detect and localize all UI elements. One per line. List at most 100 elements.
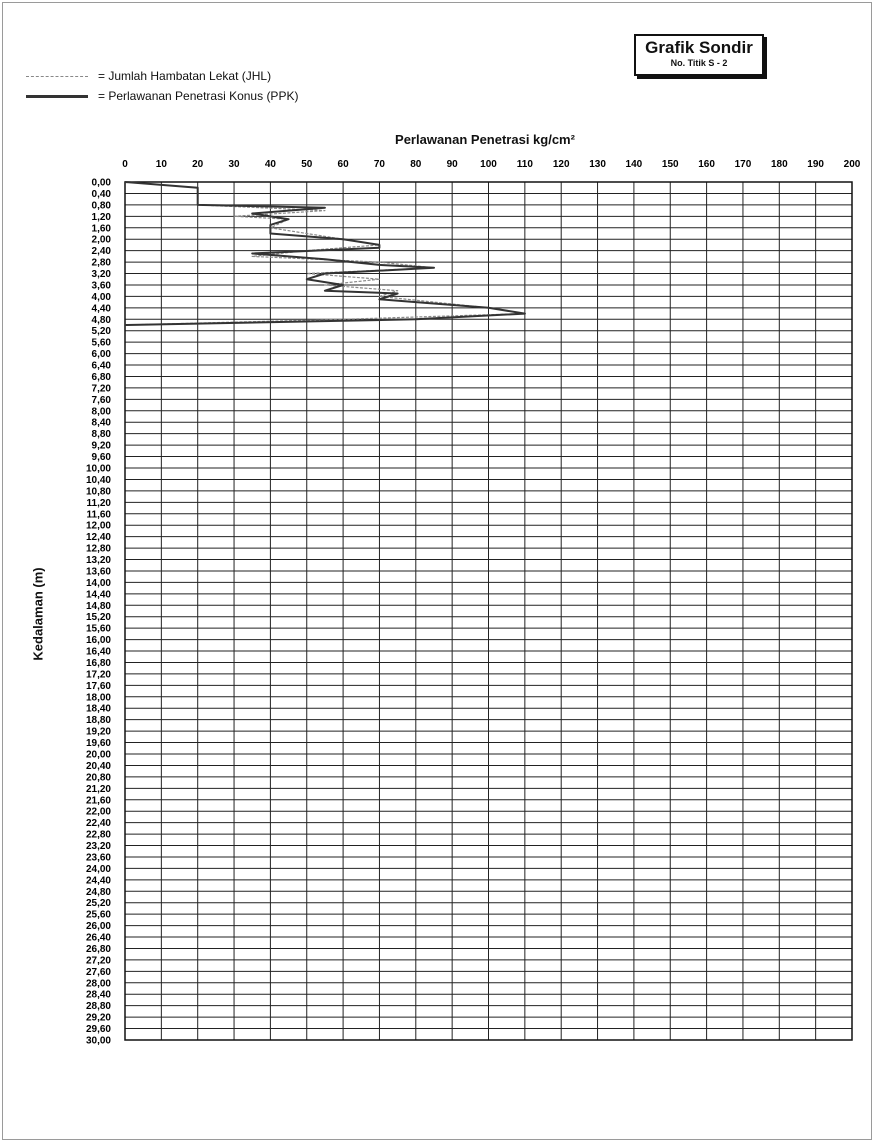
y-tick-label: 16,40 (86, 647, 111, 658)
y-tick-label: 25,60 (86, 910, 111, 921)
x-tick-label: 110 (517, 159, 534, 170)
series-line-jhl (124, 181, 526, 326)
test-point-number: No. Titik S - 2 (670, 58, 728, 68)
y-tick-label: 3,60 (92, 280, 112, 291)
y-tick-label: 4,40 (92, 303, 112, 314)
y-tick-label: 26,80 (86, 944, 111, 955)
y-tick-label: 20,00 (86, 750, 111, 761)
x-tick-label: 140 (626, 159, 643, 170)
y-tick-label: 9,20 (92, 441, 112, 452)
x-tick-label: 70 (374, 159, 386, 170)
y-tick-label: 10,40 (86, 475, 111, 486)
x-tick-label: 0 (122, 159, 128, 170)
y-tick-label: 28,80 (86, 1001, 111, 1012)
y-tick-label: 24,40 (86, 875, 111, 886)
y-tick-label: 26,40 (86, 933, 111, 944)
x-tick-label: 60 (338, 159, 350, 170)
legend-item-jhl: = Jumlah Hambatan Lekat (JHL) (26, 66, 298, 86)
x-tick-label: 80 (410, 159, 422, 170)
legend: = Jumlah Hambatan Lekat (JHL) = Perlawan… (26, 66, 298, 106)
y-tick-label: 6,00 (92, 349, 112, 360)
x-tick-label: 30 (228, 159, 240, 170)
y-tick-label: 26,00 (86, 921, 111, 932)
y-tick-label: 30,00 (86, 1036, 111, 1047)
y-tick-label: 7,20 (92, 383, 112, 394)
y-tick-label: 12,80 (86, 544, 111, 555)
y-tick-label: 24,80 (86, 887, 111, 898)
y-tick-label: 20,80 (86, 772, 111, 783)
y-tick-label: 10,00 (86, 464, 111, 475)
y-tick-label: 10,80 (86, 486, 111, 497)
y-tick-label: 5,20 (92, 326, 112, 337)
y-tick-label: 16,80 (86, 658, 111, 669)
y-tick-label: 23,60 (86, 852, 111, 863)
y-tick-label: 6,40 (92, 361, 112, 372)
legend-swatch-jhl (26, 75, 88, 77)
y-tick-label: 21,60 (86, 795, 111, 806)
y-tick-label: 15,60 (86, 624, 111, 635)
y-tick-label: 27,60 (86, 967, 111, 978)
y-tick-label: 12,00 (86, 521, 111, 532)
y-tick-label: 16,00 (86, 635, 111, 646)
y-tick-label: 15,20 (86, 612, 111, 623)
y-tick-label: 11,20 (87, 498, 112, 509)
y-tick-label: 5,60 (92, 338, 112, 349)
x-tick-label: 150 (662, 159, 679, 170)
x-tick-label: 40 (265, 159, 277, 170)
y-tick-label: 6,80 (92, 372, 112, 383)
chart-heading: Grafik Sondir (645, 38, 753, 57)
y-tick-label: 14,00 (86, 578, 111, 589)
x-tick-label: 180 (771, 159, 788, 170)
legend-swatch-ppk (26, 94, 88, 98)
y-tick-label: 18,80 (86, 715, 111, 726)
y-tick-label: 8,00 (92, 406, 112, 417)
y-tick-label: 19,60 (86, 738, 111, 749)
y-tick-label: 11,60 (87, 509, 112, 520)
y-tick-label: 27,20 (86, 955, 111, 966)
y-tick-label: 29,60 (86, 1024, 111, 1035)
y-tick-label: 9,60 (92, 452, 112, 463)
x-axis-title: Perlawanan Penetrasi kg/cm² (395, 132, 575, 147)
y-tick-label: 19,20 (86, 727, 111, 738)
y-tick-label: 7,60 (92, 395, 112, 406)
x-tick-label: 10 (156, 159, 168, 170)
y-tick-label: 21,20 (86, 784, 111, 795)
y-tick-label: 17,60 (86, 681, 111, 692)
chart-title-box: Grafik Sondir No. Titik S - 2 (634, 34, 764, 76)
x-tick-label: 170 (735, 159, 752, 170)
x-tick-label: 20 (192, 159, 204, 170)
x-tick-label: 190 (807, 159, 824, 170)
series-line-ppk (124, 181, 526, 326)
x-tick-label: 160 (698, 159, 715, 170)
y-tick-label: 0,40 (92, 189, 112, 200)
y-tick-label: 8,40 (92, 418, 112, 429)
y-tick-label: 4,00 (92, 292, 112, 303)
y-tick-label: 14,40 (86, 589, 111, 600)
x-tick-label: 100 (480, 159, 497, 170)
legend-label-jhl: = Jumlah Hambatan Lekat (JHL) (98, 69, 272, 83)
y-tick-label: 22,00 (86, 807, 111, 818)
y-tick-label: 22,80 (86, 830, 111, 841)
x-tick-label: 50 (301, 159, 313, 170)
y-tick-label: 2,40 (92, 246, 112, 257)
x-tick-label: 120 (553, 159, 570, 170)
y-tick-label: 24,00 (86, 864, 111, 875)
y-tick-label: 13,20 (86, 555, 111, 566)
y-tick-label: 1,20 (92, 212, 112, 223)
x-tick-label: 130 (589, 159, 606, 170)
y-tick-label: 8,80 (92, 429, 112, 440)
y-tick-label: 12,40 (86, 532, 111, 543)
legend-item-ppk: = Perlawanan Penetrasi Konus (PPK) (26, 86, 298, 106)
y-tick-label: 13,60 (86, 566, 111, 577)
legend-label-ppk: = Perlawanan Penetrasi Konus (PPK) (98, 89, 299, 103)
y-tick-label: 0,80 (92, 200, 112, 211)
y-tick-label: 17,20 (86, 669, 111, 680)
plot-area-border (124, 181, 853, 1041)
y-tick-label: 4,80 (92, 315, 112, 326)
y-tick-label: 23,20 (86, 841, 111, 852)
x-tick-label: 200 (844, 159, 861, 170)
y-tick-label: 2,80 (92, 258, 112, 269)
y-tick-label: 20,40 (86, 761, 111, 772)
